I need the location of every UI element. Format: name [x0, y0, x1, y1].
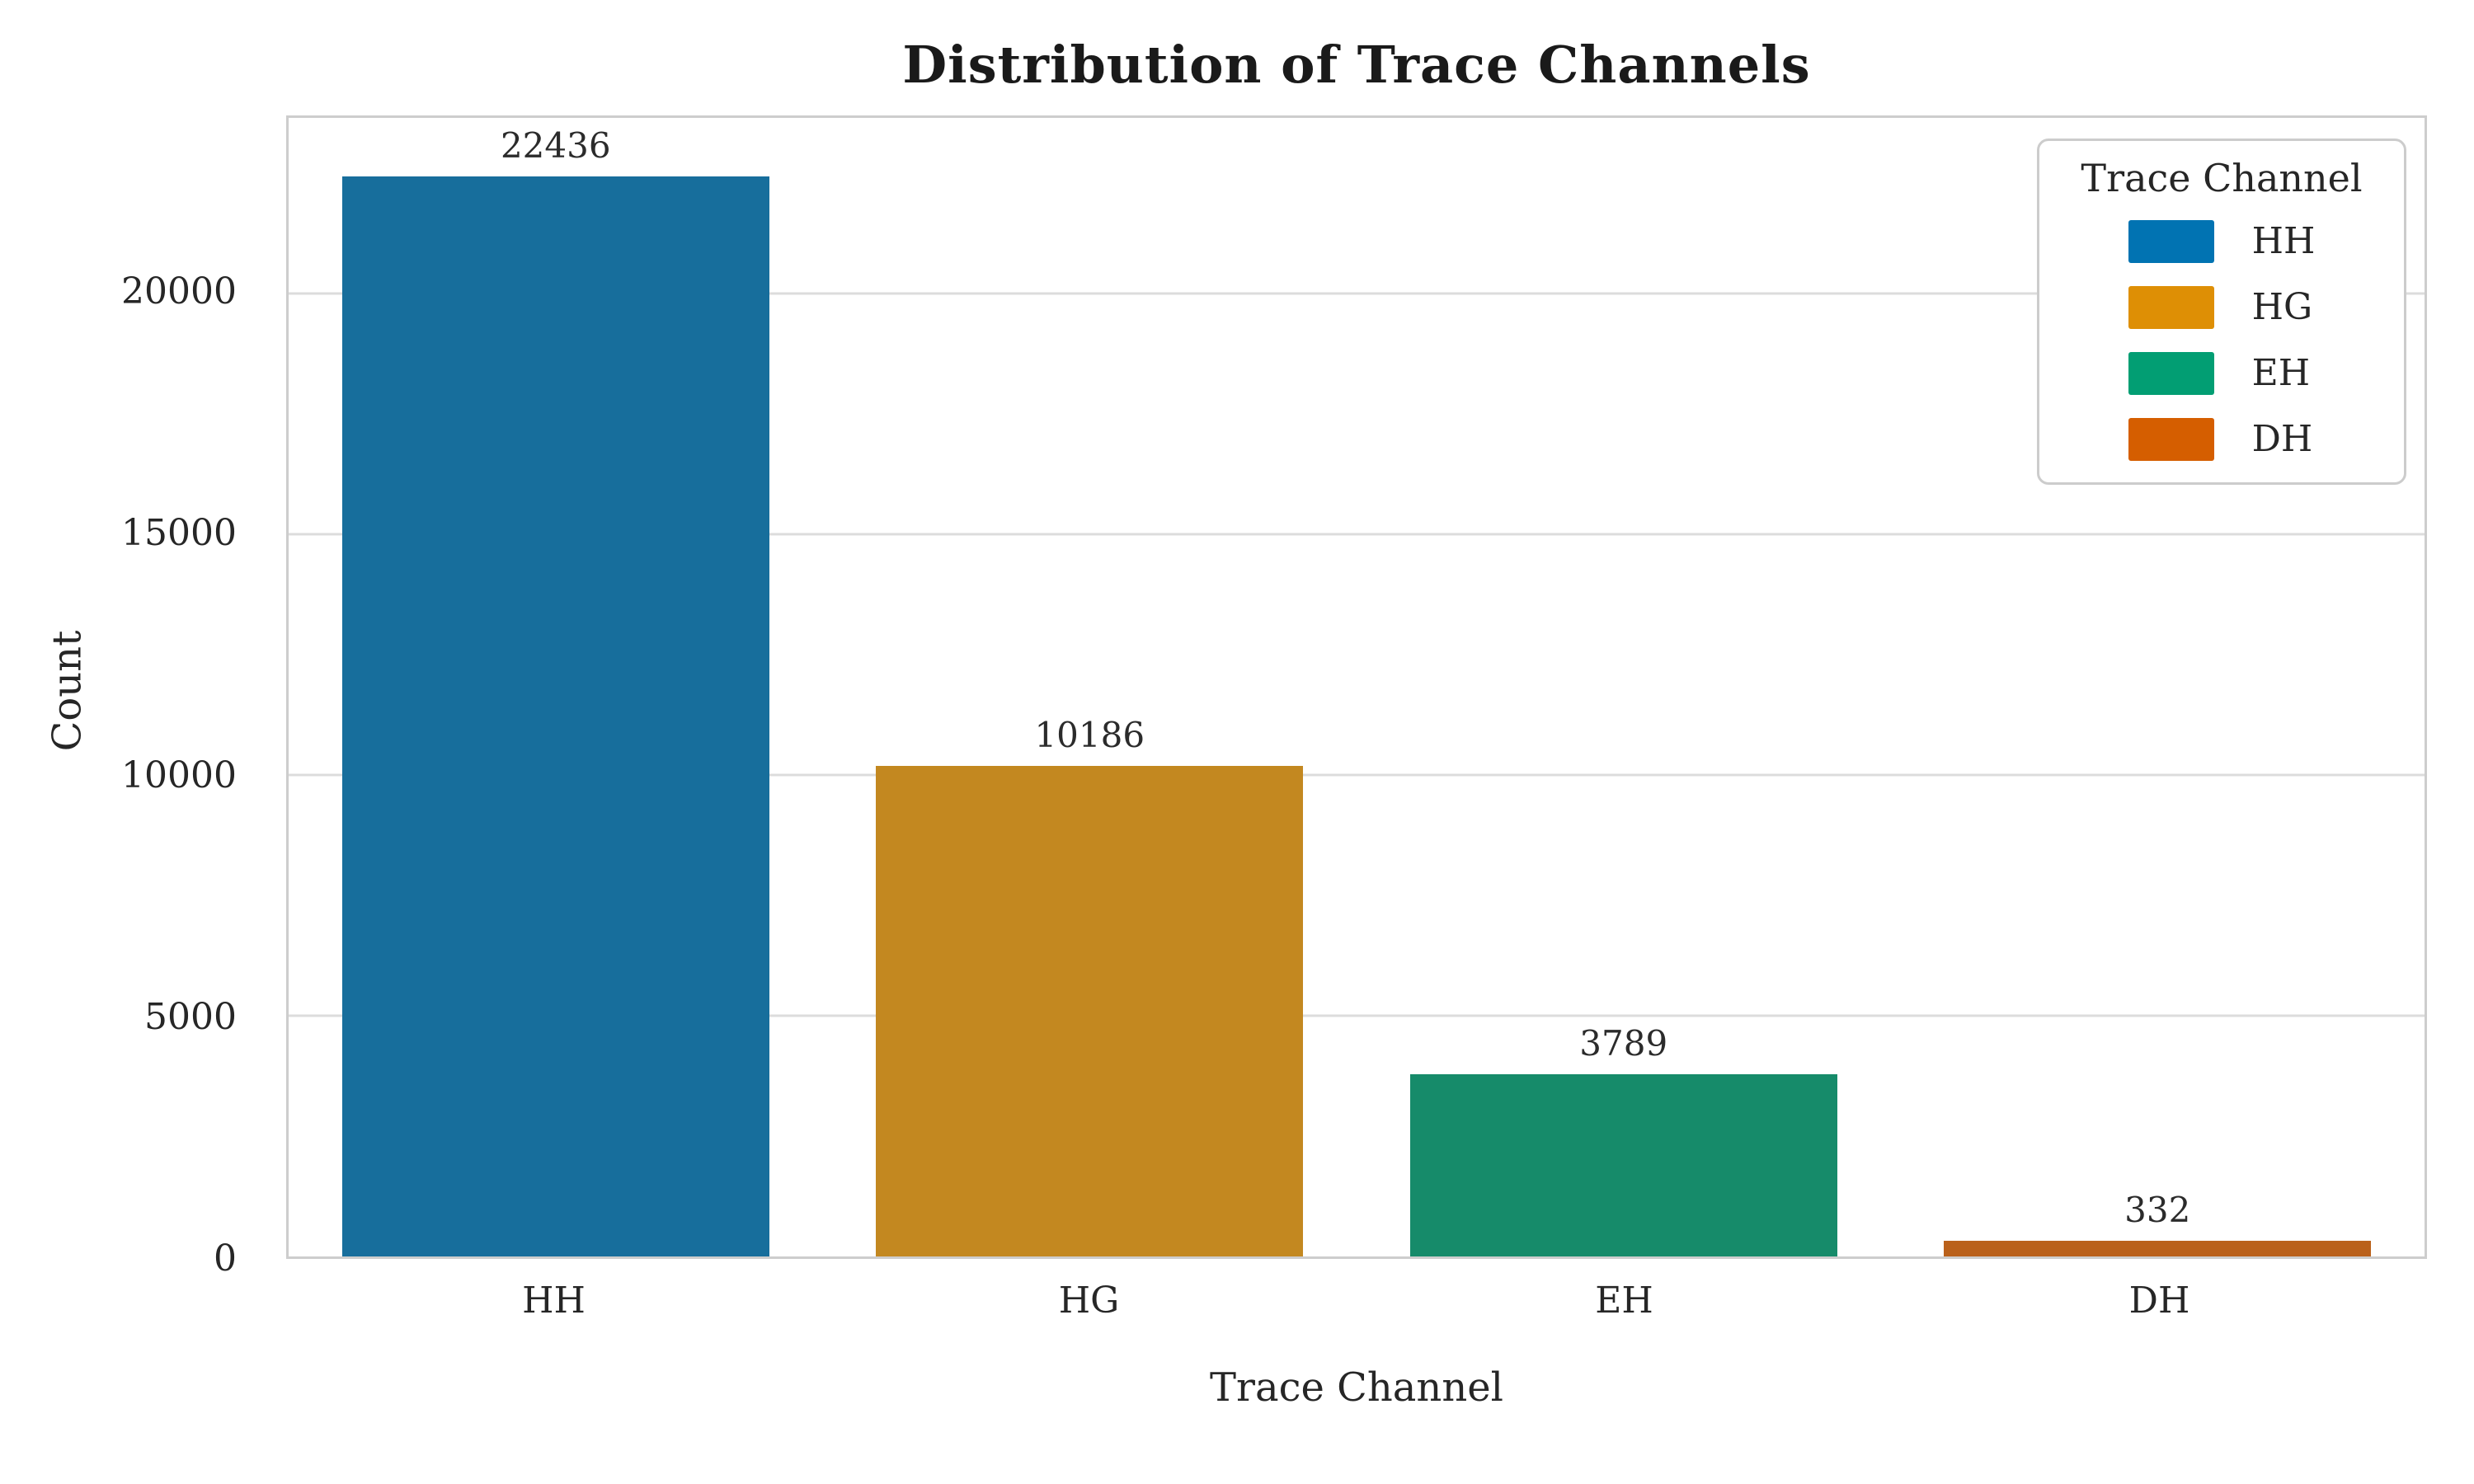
y-tick-label-5000: 5000 — [144, 995, 237, 1038]
legend-entry-DH: DH — [2128, 418, 2316, 461]
x-tick-label-EH: EH — [1595, 1280, 1653, 1322]
x-axis-label: Trace Channel — [1210, 1364, 1503, 1411]
legend-entry-label-DH: DH — [2251, 418, 2313, 460]
bar-value-label-HH: 22436 — [500, 124, 611, 166]
y-tick-labels: 0 5000 10000 15000 20000 — [0, 115, 261, 1277]
x-tick-label-HH: HH — [522, 1280, 586, 1322]
gridline-y5000 — [289, 1014, 2425, 1017]
bar-HG — [876, 766, 1304, 1256]
legend-title: Trace Channel — [2081, 156, 2363, 200]
x-tick-label-HG: HG — [1058, 1280, 1120, 1322]
y-tick-label-10000: 10000 — [121, 754, 237, 796]
legend-swatch-EH — [2128, 352, 2214, 395]
legend-swatch-DH — [2128, 418, 2214, 461]
legend-entries: HH HG EH DH — [2128, 220, 2316, 461]
bar-slot-EH: 3789 — [1357, 118, 1891, 1256]
bars: 22436 10186 3789 332 — [289, 118, 2425, 1256]
legend-entry-HG: HG — [2128, 286, 2316, 329]
x-tick-label-DH: DH — [2128, 1280, 2190, 1322]
bar-EH — [1409, 1073, 1837, 1256]
bar-slot-HH: 22436 — [289, 118, 823, 1256]
bar-value-label-DH: 332 — [2124, 1189, 2191, 1230]
bar-HH — [341, 176, 769, 1256]
legend-entry-EH: EH — [2128, 352, 2316, 395]
legend-swatch-HH — [2128, 220, 2214, 263]
legend-entry-label-HG: HG — [2251, 286, 2313, 328]
bar-DH — [1944, 1240, 2372, 1256]
y-tick-label-20000: 20000 — [121, 270, 237, 313]
legend: Trace Channel HH HG EH DH — [2037, 139, 2406, 485]
gridline-y15000 — [289, 533, 2425, 536]
bar-value-label-HG: 10186 — [1034, 715, 1145, 756]
y-tick-label-15000: 15000 — [121, 512, 237, 555]
chart-title: Distribution of Trace Channels — [902, 35, 1811, 95]
bar-slot-DH: 332 — [1891, 118, 2425, 1256]
gridline-y10000 — [289, 773, 2425, 777]
gridline-y20000 — [289, 292, 2425, 295]
legend-swatch-HG — [2128, 286, 2214, 329]
y-tick-label-0: 0 — [214, 1237, 237, 1280]
bar-slot-HG: 10186 — [823, 118, 1357, 1256]
legend-entry-label-EH: EH — [2251, 352, 2311, 394]
gridlines — [289, 118, 2425, 1256]
x-tick-labels: HH HG EH DH — [286, 1280, 2427, 1322]
legend-entry-label-HH: HH — [2251, 220, 2316, 262]
legend-entry-HH: HH — [2128, 220, 2316, 263]
bar-value-label-EH: 3789 — [1579, 1022, 1668, 1064]
